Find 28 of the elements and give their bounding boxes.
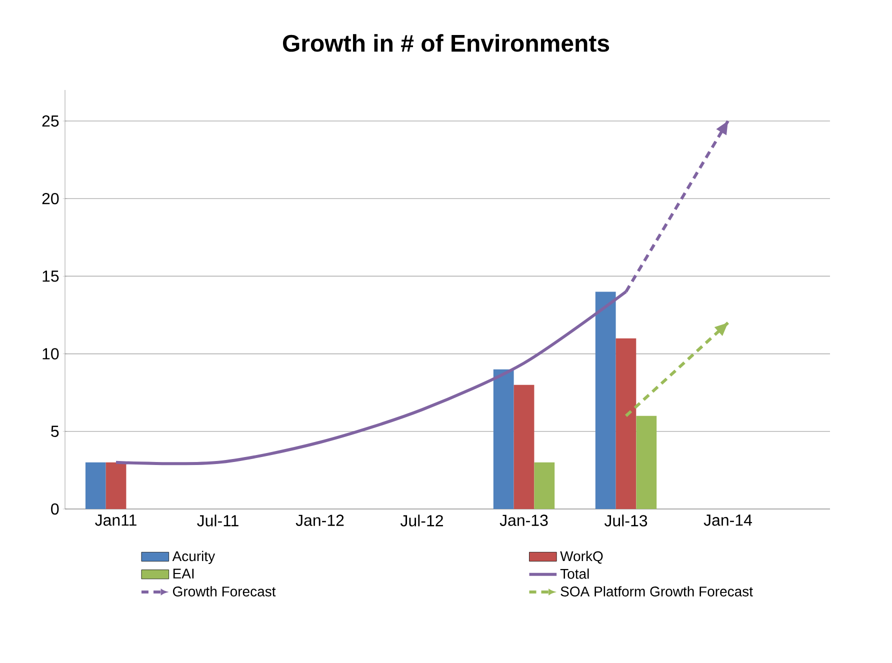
bar [595,292,616,509]
y-tick-label: 10 [42,348,59,360]
y-tick-label: 15 [42,270,59,282]
bar [534,462,555,509]
bar [514,384,534,509]
x-tick-label: Jan-13 [500,514,548,526]
bar [85,462,106,509]
legend-label: Growth Forecast [173,586,276,596]
legend-label: WorkQ [560,550,603,564]
bar [493,369,514,509]
y-tick-label: 20 [42,192,59,204]
x-tick-label: Jan-12 [296,514,344,526]
x-tick-label: Jan-14 [704,514,752,526]
x-tick-label: Jul-12 [400,514,443,526]
x-tick-label: Jul-11 [197,514,238,526]
legend-label: EAI [173,568,194,578]
x-tick-label: Jan11 [95,514,136,526]
y-tick-label: 0 [51,503,59,515]
x-tick-label: Jul-13 [604,514,648,526]
legend-label: SOA Platform Growth Forecast [560,586,753,596]
bar [106,462,126,509]
legend-label: Total [560,568,589,579]
y-tick-label: 25 [42,115,59,127]
chart-title: Growth in # of Environments [282,34,610,52]
legend-label: Acurity [172,550,216,564]
bar [616,338,636,509]
bar [636,416,657,509]
y-tick-label: 5 [51,426,59,437]
